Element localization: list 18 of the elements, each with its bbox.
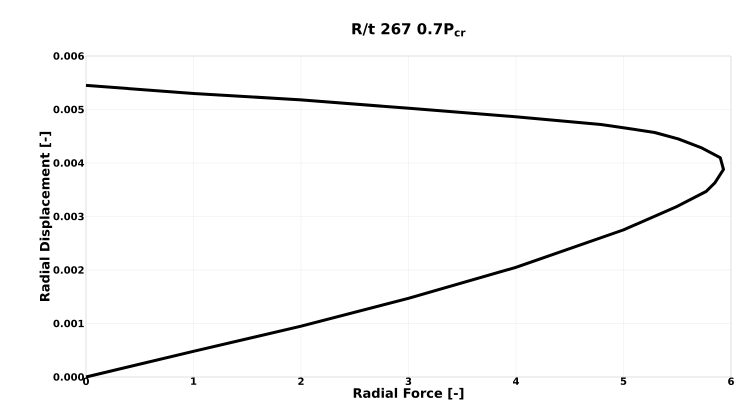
y-tick-label: 0.003 (53, 212, 84, 220)
x-tick-label: 3 (406, 378, 412, 386)
y-tick-label: 0.001 (53, 320, 84, 328)
x-tick-label: 6 (728, 378, 734, 386)
x-tick-label: 2 (298, 378, 304, 385)
y-tick-label: 0.000 (53, 373, 84, 381)
x-tick-label: 5 (620, 378, 626, 385)
y-tick-label: 0.002 (53, 266, 84, 274)
y-axis-title: Radial Displacement [-] (40, 132, 52, 301)
line-series (84, 84, 725, 378)
y-tick-label: 0.005 (53, 106, 84, 114)
x-tick-label: 1 (191, 378, 196, 385)
y-tick-label: 0.004 (53, 159, 84, 167)
y-tick-label: 0.006 (53, 52, 84, 60)
x-axis-title: Radial Force [-] (354, 388, 464, 400)
chart-title: R/t 267 0.7P$_{cr}$ (352, 23, 466, 36)
x-tick-label: 0 (83, 378, 89, 386)
x-tick-label: 4 (512, 378, 520, 385)
